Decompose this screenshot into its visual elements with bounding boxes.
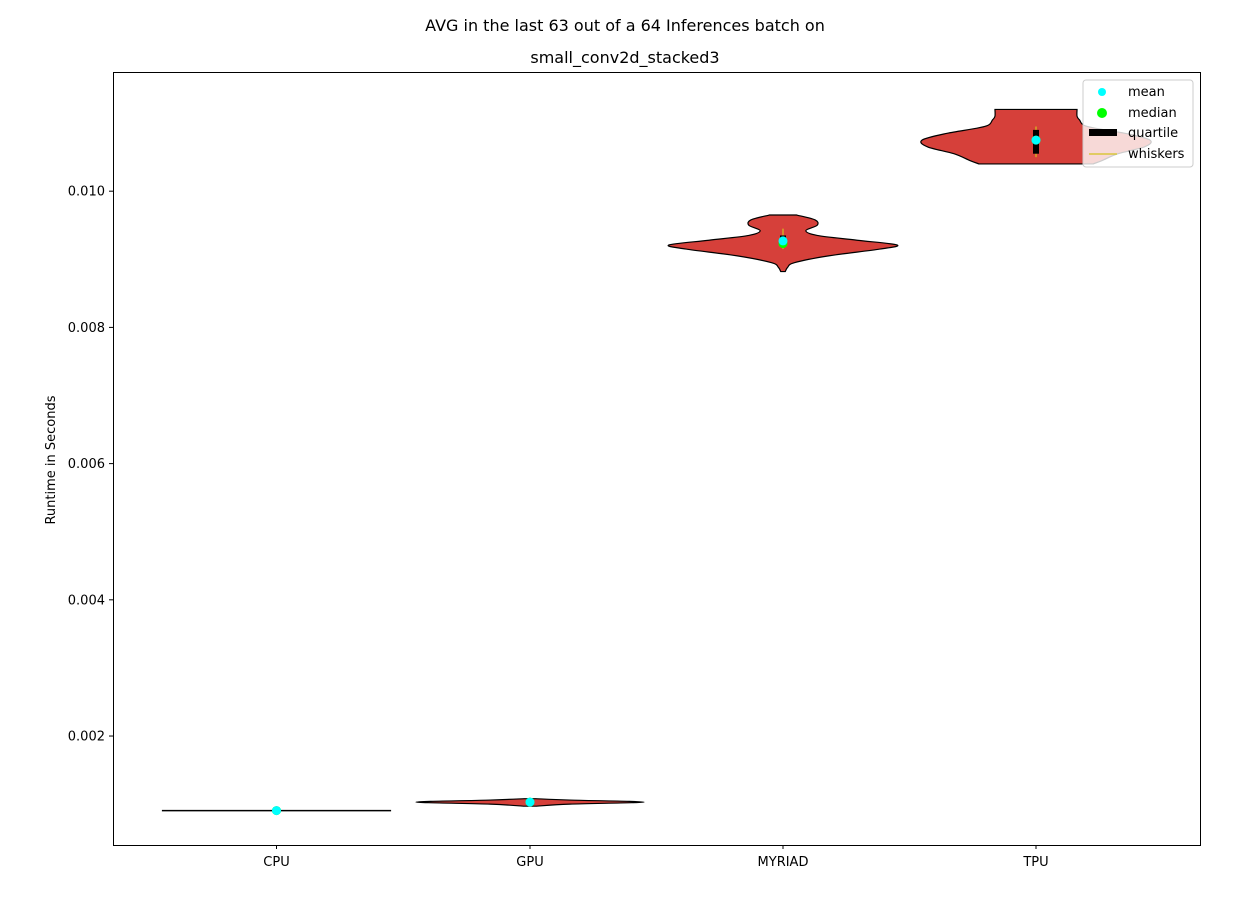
y-tick-label: 0.006 xyxy=(68,457,105,472)
violin-mean-gpu xyxy=(525,797,535,807)
y-tick-label: 0.008 xyxy=(68,321,105,336)
legend-median-marker xyxy=(1097,108,1107,118)
legend-quartile-marker xyxy=(1089,129,1117,136)
x-tick-label: CPU xyxy=(263,855,289,870)
violin-mean-cpu xyxy=(272,806,281,816)
x-tick-label: GPU xyxy=(516,855,543,870)
y-axis-label: Runtime in Seconds xyxy=(44,395,59,524)
violins-layer xyxy=(161,108,1152,812)
y-tick-label: 0.010 xyxy=(68,185,105,200)
legend-quartile-label: quartile xyxy=(1128,126,1178,141)
legend-frame xyxy=(1082,79,1194,168)
violin-mean-tpu xyxy=(1031,135,1041,145)
y-axis: 0.002 0.004 0.006 0.008 0.010 xyxy=(68,185,113,745)
legend-mean-marker xyxy=(1098,88,1106,96)
y-tick-label: 0.004 xyxy=(68,593,105,608)
markers-layer xyxy=(272,126,1041,816)
x-tick-label: TPU xyxy=(1022,855,1048,870)
x-axis: CPU GPU MYRIAD TPU xyxy=(263,845,1049,870)
x-tick-label: MYRIAD xyxy=(758,855,809,870)
legend-whiskers-label: whiskers xyxy=(1128,147,1185,162)
chart-title-line2: small_conv2d_stacked3 xyxy=(530,48,720,67)
y-tick-label: 0.002 xyxy=(68,730,105,745)
legend: mean median quartile whiskers xyxy=(1082,79,1194,168)
violin-mean-myriad xyxy=(778,236,788,246)
legend-mean-label: mean xyxy=(1128,85,1165,100)
plot-frame xyxy=(113,72,1201,846)
chart-title-line1: AVG in the last 63 out of a 64 Inference… xyxy=(425,16,825,35)
legend-median-label: median xyxy=(1128,106,1177,121)
